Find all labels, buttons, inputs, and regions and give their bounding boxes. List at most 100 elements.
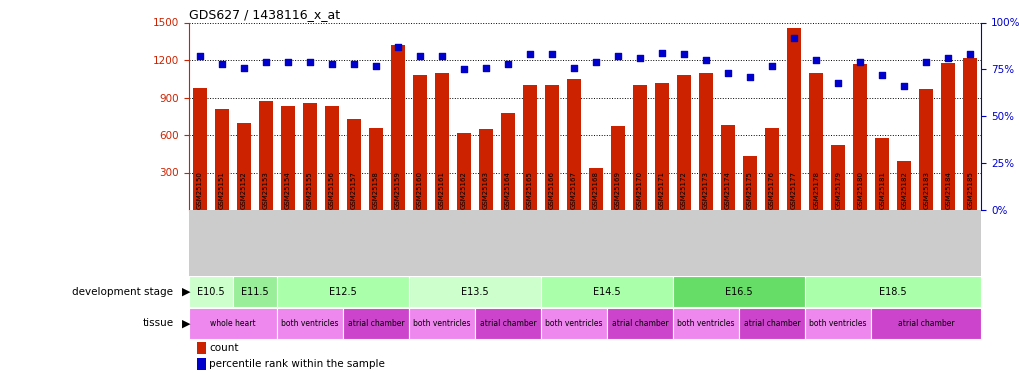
Bar xyxy=(720,125,735,210)
Bar xyxy=(434,72,448,210)
Point xyxy=(807,57,823,63)
Point xyxy=(763,63,780,69)
Point xyxy=(829,80,846,86)
Bar xyxy=(567,79,581,210)
Text: whole heart: whole heart xyxy=(210,319,256,328)
Bar xyxy=(673,308,739,339)
Point xyxy=(851,59,867,65)
Point xyxy=(412,53,428,59)
Point xyxy=(192,53,208,59)
Bar xyxy=(830,145,845,210)
Point xyxy=(961,51,977,57)
Point xyxy=(345,61,362,67)
Bar xyxy=(896,161,910,210)
Point xyxy=(323,61,339,67)
Point xyxy=(587,59,603,65)
Text: both ventricles: both ventricles xyxy=(281,319,338,328)
Text: E14.5: E14.5 xyxy=(593,286,621,297)
Bar xyxy=(478,129,492,210)
Bar xyxy=(197,357,206,370)
Bar xyxy=(303,102,317,210)
Bar xyxy=(698,72,712,210)
Text: atrial chamber: atrial chamber xyxy=(611,319,667,328)
Text: count: count xyxy=(209,343,238,352)
Point xyxy=(566,64,582,70)
Text: atrial chamber: atrial chamber xyxy=(347,319,404,328)
Bar xyxy=(259,101,273,210)
Point xyxy=(786,34,802,40)
Bar xyxy=(189,276,232,307)
Bar xyxy=(739,308,804,339)
Bar xyxy=(342,308,409,339)
Text: percentile rank within the sample: percentile rank within the sample xyxy=(209,358,385,369)
Text: ▶: ▶ xyxy=(181,318,190,328)
Point xyxy=(741,74,757,80)
Point xyxy=(522,51,538,57)
Text: E10.5: E10.5 xyxy=(197,286,224,297)
Bar xyxy=(500,112,515,210)
Point xyxy=(433,53,449,59)
Text: both ventricles: both ventricles xyxy=(677,319,734,328)
Bar xyxy=(742,156,756,210)
Text: atrial chamber: atrial chamber xyxy=(743,319,800,328)
Bar xyxy=(804,308,870,339)
Bar xyxy=(941,63,955,210)
Bar xyxy=(523,85,537,210)
Bar xyxy=(413,75,427,210)
Bar xyxy=(804,276,980,307)
Point xyxy=(367,63,383,69)
Bar xyxy=(852,64,866,210)
Point xyxy=(213,61,229,67)
Text: atrial chamber: atrial chamber xyxy=(897,319,954,328)
Bar xyxy=(189,308,276,339)
Point xyxy=(279,59,296,65)
Point xyxy=(697,57,713,63)
Bar xyxy=(214,109,228,210)
Point xyxy=(477,64,493,70)
Bar xyxy=(346,119,361,210)
Bar xyxy=(280,106,294,210)
Bar xyxy=(544,85,558,210)
Bar xyxy=(236,123,251,210)
Bar xyxy=(606,308,673,339)
Point xyxy=(873,72,890,78)
Point xyxy=(455,66,472,72)
Point xyxy=(917,59,933,65)
Text: ▶: ▶ xyxy=(181,286,190,297)
Text: E11.5: E11.5 xyxy=(240,286,268,297)
Bar xyxy=(540,308,606,339)
Bar xyxy=(232,276,276,307)
Text: E12.5: E12.5 xyxy=(328,286,357,297)
Point xyxy=(499,61,516,67)
Text: tissue: tissue xyxy=(142,318,173,328)
Text: both ventricles: both ventricles xyxy=(413,319,470,328)
Bar xyxy=(962,57,976,210)
Point xyxy=(940,55,956,61)
Text: both ventricles: both ventricles xyxy=(545,319,602,328)
Point xyxy=(543,51,559,57)
Bar xyxy=(197,342,206,354)
Point xyxy=(676,51,692,57)
Bar xyxy=(874,138,889,210)
Bar xyxy=(390,45,405,210)
Bar xyxy=(409,308,475,339)
Bar xyxy=(540,276,673,307)
Point xyxy=(389,44,406,50)
Text: development stage: development stage xyxy=(72,286,173,297)
Bar xyxy=(193,87,207,210)
Point xyxy=(895,83,911,89)
Bar xyxy=(673,276,804,307)
Bar xyxy=(870,308,980,339)
Text: GDS627 / 1438116_x_at: GDS627 / 1438116_x_at xyxy=(189,8,339,21)
Bar xyxy=(588,168,602,210)
Point xyxy=(653,50,669,55)
Bar xyxy=(632,85,646,210)
Point xyxy=(258,59,274,65)
Point xyxy=(235,64,252,70)
Bar xyxy=(409,276,540,307)
Bar xyxy=(368,128,382,210)
Point xyxy=(609,53,626,59)
Bar xyxy=(764,128,779,210)
Bar xyxy=(457,132,471,210)
Point xyxy=(631,55,647,61)
